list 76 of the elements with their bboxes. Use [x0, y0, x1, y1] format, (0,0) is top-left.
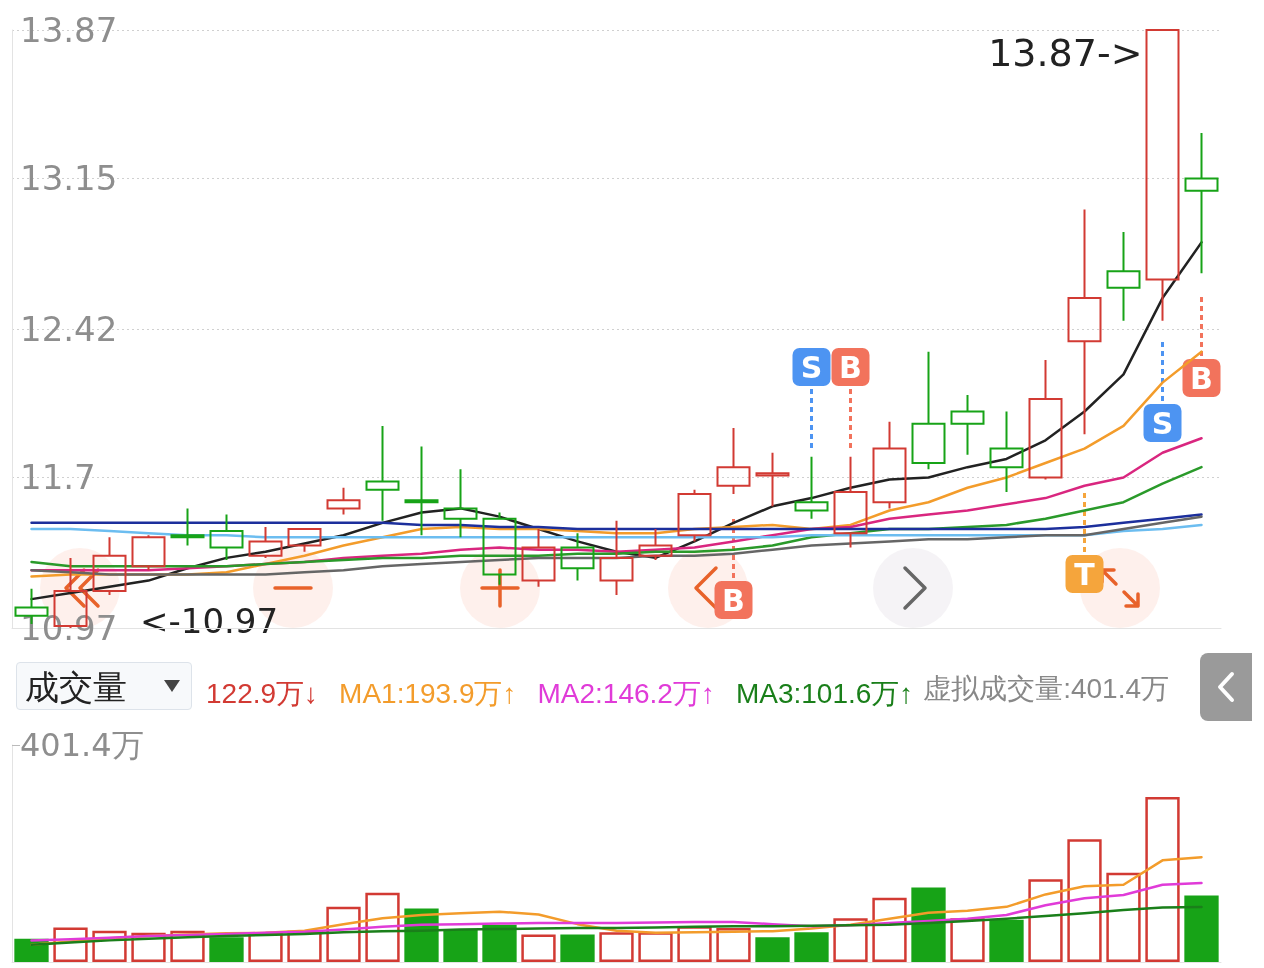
- bar: [716, 927, 751, 962]
- signal-badge: T: [1065, 492, 1104, 593]
- signal-badge: B: [831, 348, 870, 449]
- candlestick: [248, 525, 283, 559]
- y-tick-label: 12.42: [20, 309, 118, 349]
- candlestick: [521, 528, 556, 588]
- candlestick: [92, 536, 127, 597]
- bar: [1145, 797, 1180, 962]
- candlestick: [911, 350, 946, 471]
- y-tick-label: 11.7: [20, 457, 96, 498]
- bar: [482, 924, 517, 962]
- candlestick: [560, 532, 595, 582]
- candlestick: [716, 426, 751, 495]
- candlestick: [833, 455, 868, 549]
- text: MA2:146.2万↑: [537, 677, 715, 709]
- signal-badge: B: [714, 518, 753, 619]
- bar: [833, 918, 868, 962]
- candlestick: [443, 468, 478, 539]
- candlestick: [131, 534, 166, 572]
- annotation: 13.87->: [988, 31, 1143, 75]
- bar: [443, 929, 478, 962]
- candlestick: [209, 513, 244, 561]
- annotation: B: [839, 350, 862, 385]
- bar: [872, 897, 907, 962]
- candlestick: [755, 451, 790, 508]
- annotation: S: [1151, 406, 1174, 441]
- bar: [560, 934, 595, 962]
- annotation: T: [1074, 557, 1096, 592]
- signal-badge: S: [792, 348, 831, 449]
- candlestick: [989, 410, 1024, 493]
- bar: [209, 937, 244, 962]
- annotation: <-10.97: [140, 601, 279, 641]
- candlestick: [872, 420, 907, 510]
- candlestick: [365, 424, 400, 522]
- text: MA3:101.6万↑: [735, 677, 914, 709]
- bar: [1028, 879, 1063, 962]
- y-tick-label: 13.15: [20, 158, 118, 199]
- candlestick: [287, 528, 322, 553]
- candlestick: [1067, 208, 1102, 436]
- candlestick: [404, 445, 439, 537]
- y-tick-label: 13.87: [20, 10, 118, 50]
- candlestick: [794, 455, 829, 520]
- bar: [521, 934, 556, 962]
- signal-badge: S: [1143, 341, 1182, 442]
- candlestick: [950, 393, 985, 456]
- annotation: B: [1190, 361, 1213, 396]
- candlestick: [1184, 132, 1219, 275]
- bar: [365, 892, 400, 962]
- bar: [1067, 839, 1102, 962]
- bar: [170, 930, 205, 962]
- text: 虚拟成交量:401.4万: [923, 672, 1170, 704]
- candlestick: [1145, 29, 1180, 322]
- annotation: B: [722, 583, 745, 618]
- y-tick-label: 401.4万: [20, 726, 144, 764]
- annotation: S: [800, 350, 823, 385]
- line-series: [30, 513, 1203, 531]
- candlestick: [1106, 231, 1141, 322]
- bar: [755, 937, 790, 962]
- candlestick: [677, 488, 712, 543]
- text: MA1:193.9万↑: [339, 677, 517, 709]
- candlestick: [482, 511, 517, 586]
- text: 122.9万↓: [206, 677, 319, 709]
- bar: [599, 932, 634, 962]
- bar: [794, 932, 829, 962]
- bar: [92, 930, 127, 962]
- text: 成交量: [25, 667, 127, 707]
- candlestick: [170, 507, 205, 547]
- bar: [1184, 895, 1219, 962]
- candlestick: [1028, 358, 1063, 481]
- candlestick: [326, 486, 361, 516]
- signal-badge: B: [1182, 296, 1221, 397]
- bar: [326, 906, 361, 962]
- bar: [989, 919, 1024, 962]
- candlestick: [638, 528, 673, 561]
- candlestick: [599, 519, 634, 597]
- bar: [1106, 872, 1141, 962]
